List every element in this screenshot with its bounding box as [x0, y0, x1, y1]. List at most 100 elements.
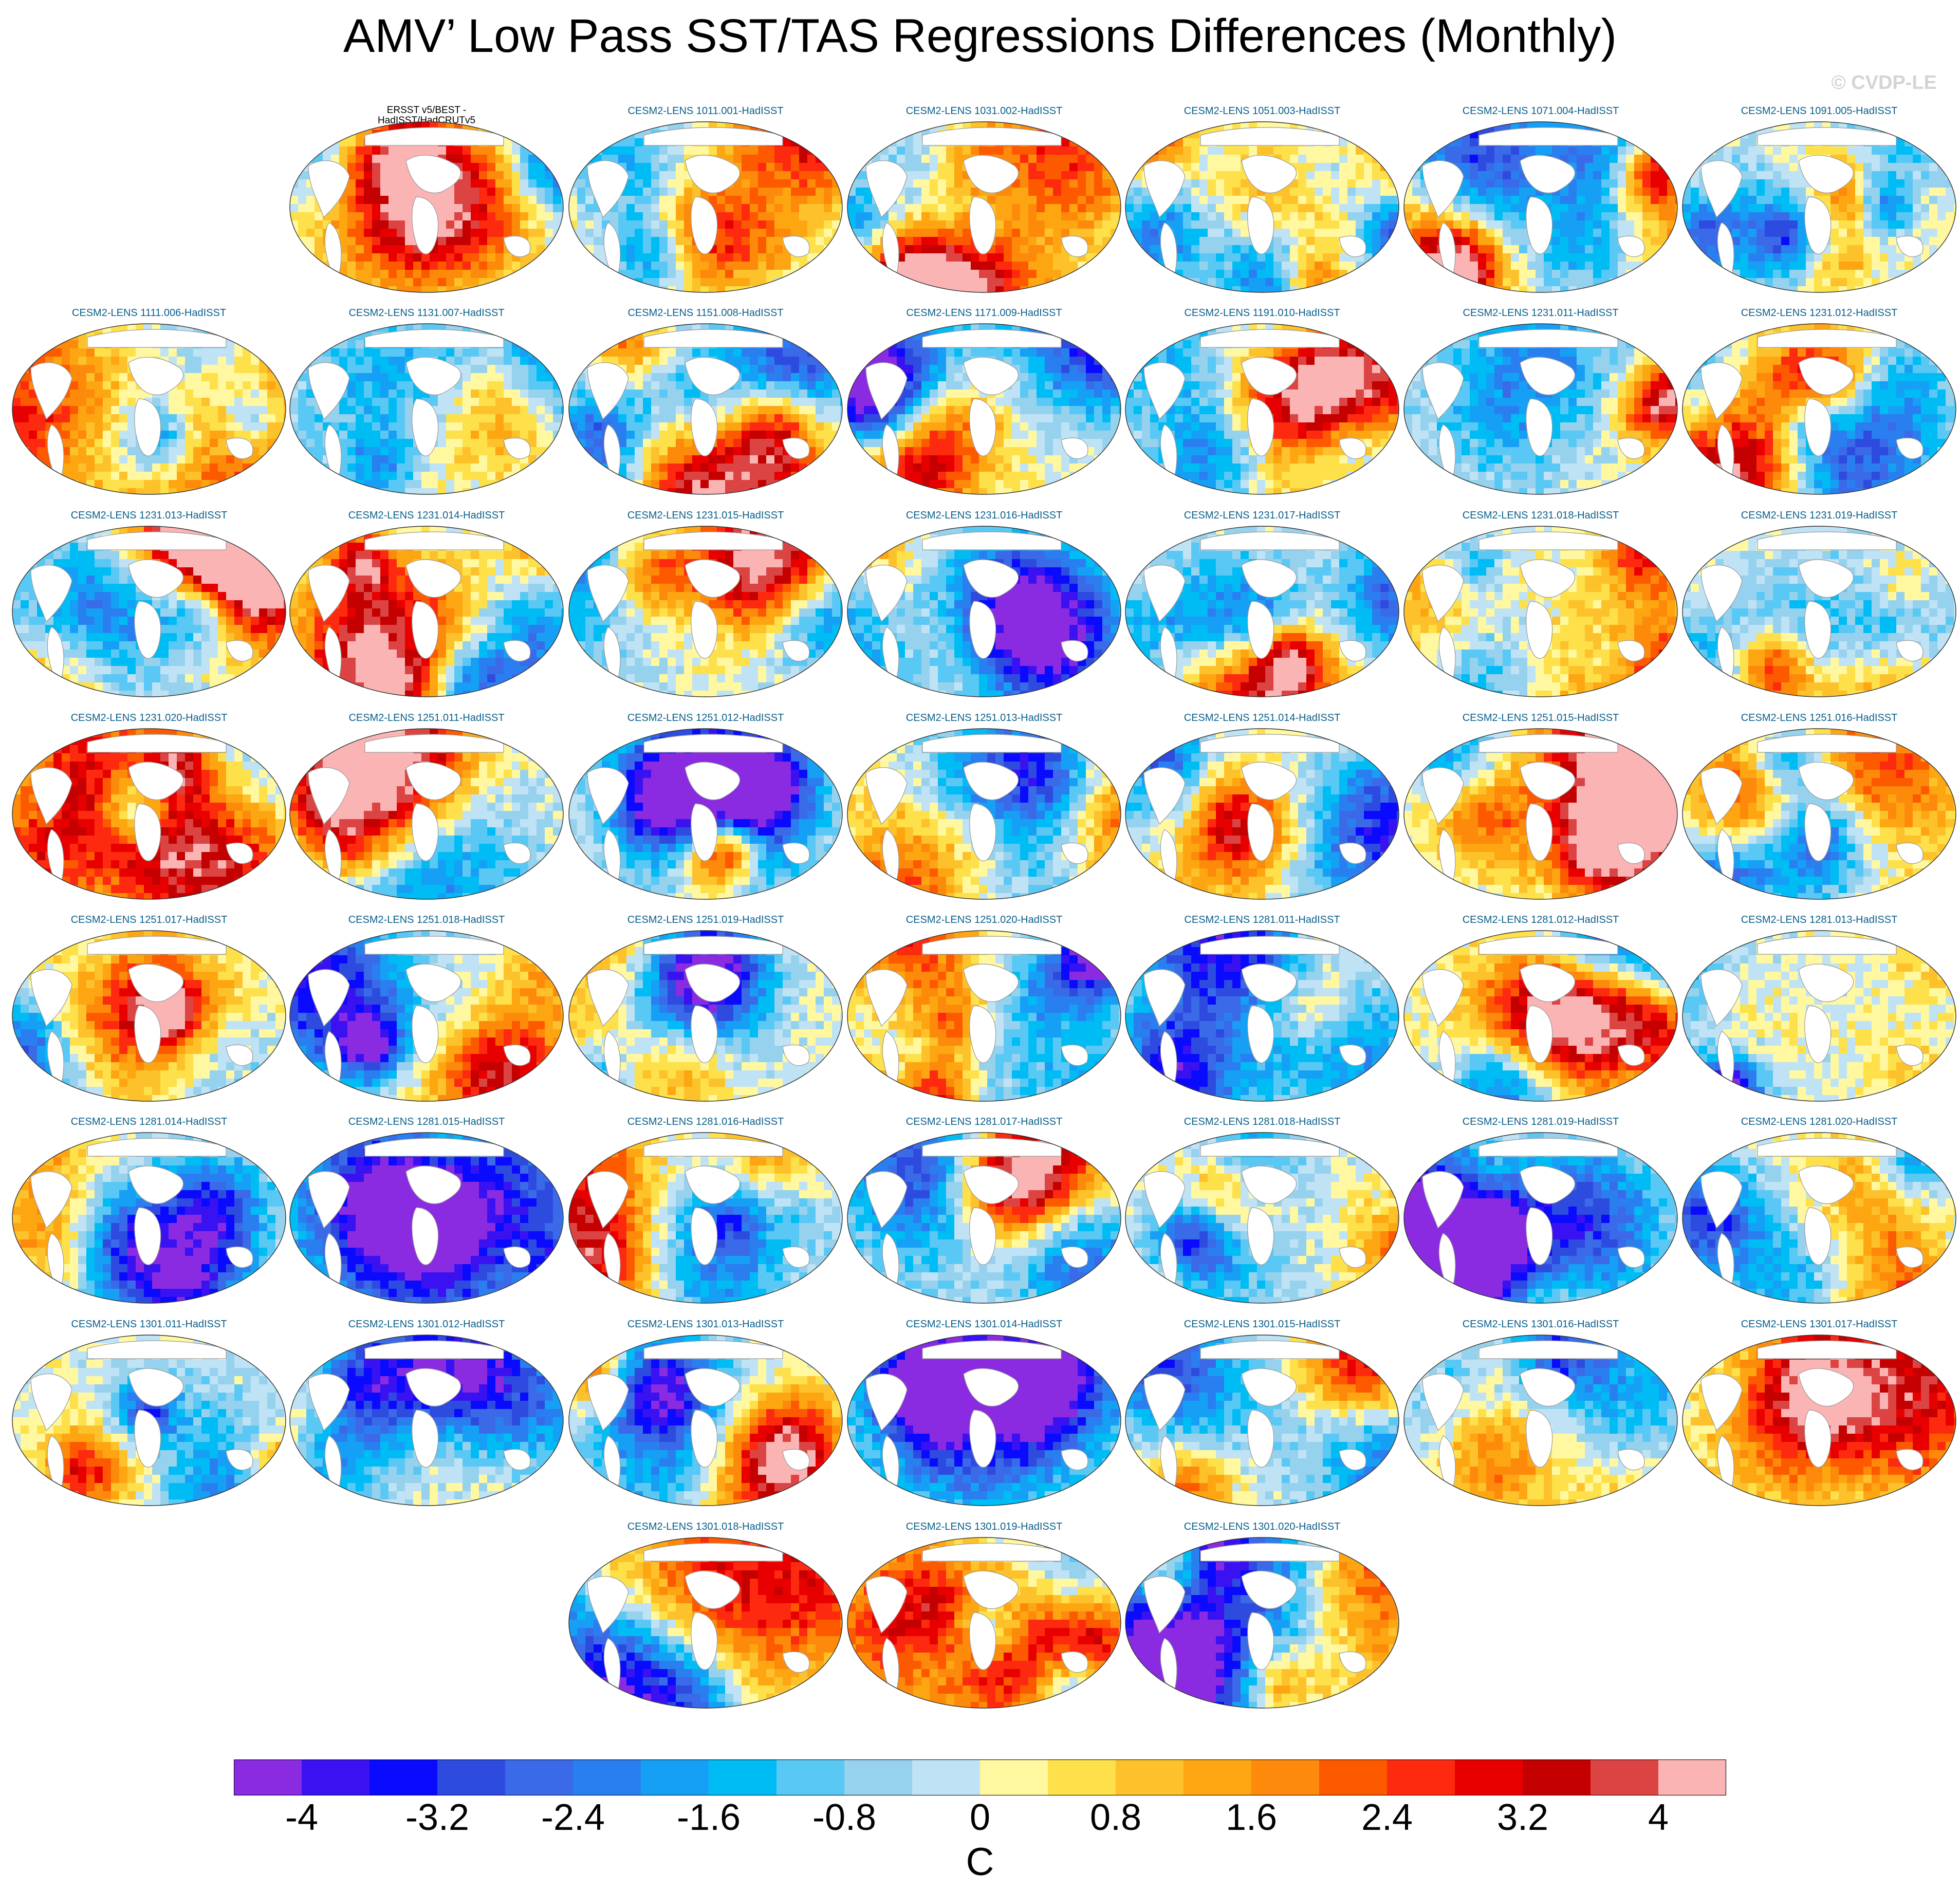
- map-border: [1125, 1132, 1399, 1304]
- map-field: [289, 1132, 564, 1304]
- panel-title: CESM2-LENS 1301.019-HadISST: [845, 1521, 1123, 1532]
- map-field: [847, 121, 1121, 293]
- map-panel: CESM2-LENS 1281.019-HadISST: [1402, 1116, 1679, 1311]
- map-border: [1682, 1132, 1956, 1304]
- colorbar: [234, 1759, 1726, 1795]
- map-panel: CESM2-LENS 1131.007-HadISST: [288, 307, 565, 503]
- colorbar-box: [437, 1759, 505, 1795]
- map-field: [1125, 930, 1399, 1102]
- map-panel: CESM2-LENS 1231.017-HadISST: [1123, 510, 1401, 705]
- continent-outlines: [30, 1340, 253, 1489]
- continent-outlines: [30, 936, 253, 1085]
- map-field: [289, 323, 564, 495]
- continent-outlines: [865, 1543, 1088, 1692]
- map-panel: CESM2-LENS 1231.018-HadISST: [1402, 510, 1679, 705]
- map-border: [289, 526, 564, 697]
- colorbar-box: [369, 1759, 437, 1795]
- map-field: [12, 1335, 286, 1506]
- continent-outlines: [1700, 936, 1924, 1085]
- map-border: [289, 930, 564, 1102]
- colorbar-box: [505, 1759, 573, 1795]
- map-panel: CESM2-LENS 1111.006-HadISST: [10, 307, 288, 503]
- continent-outlines: [1143, 1340, 1366, 1489]
- panel-title: CESM2-LENS 1281.011-HadISST: [1123, 914, 1401, 925]
- map-border: [1682, 526, 1956, 697]
- map-panel: CESM2-LENS 1281.016-HadISST: [567, 1116, 844, 1311]
- continent-outlines: [308, 734, 531, 883]
- continent-outlines: [587, 1543, 810, 1692]
- map-border: [289, 323, 564, 495]
- map-field: [847, 1132, 1121, 1304]
- map-field: [568, 323, 843, 495]
- panel-title: CESM2-LENS 1281.012-HadISST: [1402, 914, 1679, 925]
- map-border: [1682, 121, 1956, 293]
- map-field: [1682, 1335, 1956, 1506]
- map-panel: CESM2-LENS 1231.016-HadISST: [845, 510, 1123, 705]
- map-field: [1125, 323, 1399, 495]
- continent-outlines: [865, 329, 1088, 478]
- map-panel: CESM2-LENS 1281.015-HadISST: [288, 1116, 565, 1311]
- continent-outlines: [1700, 127, 1924, 276]
- colorbar-tick-labels: -4 -3.2 -2.4 -1.6 -0.8 0 0.8 1.6 2.4 3.2 4: [0, 1796, 1960, 1838]
- map-panel: CESM2-LENS 1031.002-HadISST: [845, 105, 1123, 301]
- panel-title: CESM2-LENS 1251.019-HadISST: [567, 914, 844, 925]
- panel-title: CESM2-LENS 1251.014-HadISST: [1123, 712, 1401, 724]
- map-field: [1403, 323, 1678, 495]
- watermark: © CVDP-LE: [1832, 72, 1937, 94]
- map-panel: CESM2-LENS 1281.014-HadISST: [10, 1116, 288, 1311]
- panel-title: CESM2-LENS 1301.015-HadISST: [1123, 1319, 1401, 1330]
- panel-title: CESM2-LENS 1231.014-HadISST: [288, 510, 565, 521]
- continent-outlines: [1422, 1340, 1645, 1489]
- panel-title: CESM2-LENS 1251.020-HadISST: [845, 914, 1123, 925]
- map-field: [847, 1537, 1121, 1709]
- map-panel: CESM2-LENS 1251.019-HadISST: [567, 914, 844, 1109]
- map-field: [568, 728, 843, 900]
- continent-outlines: [865, 1340, 1088, 1489]
- continent-outlines: [1143, 1543, 1366, 1692]
- panel-title: CESM2-LENS 1301.013-HadISST: [567, 1319, 844, 1330]
- map-border: [847, 121, 1121, 293]
- map-border: [1403, 930, 1678, 1102]
- map-field: [568, 1132, 843, 1304]
- map-field: [1125, 121, 1399, 293]
- map-field: [1125, 526, 1399, 697]
- continent-outlines: [1422, 936, 1645, 1085]
- colorbar-box: [1048, 1759, 1116, 1795]
- map-border: [12, 930, 286, 1102]
- map-panel: CESM2-LENS 1281.020-HadISST: [1680, 1116, 1958, 1311]
- map-field: [1682, 728, 1956, 900]
- map-panel: CESM2-LENS 1251.016-HadISST: [1680, 712, 1958, 907]
- map-field: [847, 323, 1121, 495]
- map-border: [1125, 526, 1399, 697]
- map-field: [12, 323, 286, 495]
- panel-title: CESM2-LENS 1231.013-HadISST: [10, 510, 288, 521]
- continent-outlines: [308, 1340, 531, 1489]
- map-border: [1403, 526, 1678, 697]
- map-panel: CESM2-LENS 1301.018-HadISST: [567, 1521, 844, 1716]
- map-border: [12, 526, 286, 697]
- figure-title: AMV’ Low Pass SST/TAS Regressions Differ…: [0, 9, 1960, 63]
- panel-title: CESM2-LENS 1231.019-HadISST: [1680, 510, 1958, 521]
- panel-title: CESM2-LENS 1011.001-HadISST: [567, 105, 844, 117]
- map-field: [1682, 1132, 1956, 1304]
- map-border: [568, 1537, 843, 1709]
- map-border: [1682, 930, 1956, 1102]
- colorbar-box: [1591, 1759, 1658, 1795]
- panel-title: CESM2-LENS 1231.015-HadISST: [567, 510, 844, 521]
- panel-title: CESM2-LENS 1231.016-HadISST: [845, 510, 1123, 521]
- panel-title: CESM2-LENS 1251.013-HadISST: [845, 712, 1123, 724]
- map-panel: CESM2-LENS 1281.018-HadISST: [1123, 1116, 1401, 1311]
- map-field: [568, 121, 843, 293]
- continent-outlines: [30, 734, 253, 883]
- panel-title: CESM2-LENS 1281.013-HadISST: [1680, 914, 1958, 925]
- map-field: [1403, 1132, 1678, 1304]
- continent-outlines: [587, 329, 810, 478]
- panel-title: CESM2-LENS 1231.020-HadISST: [10, 712, 288, 724]
- map-border: [1125, 1335, 1399, 1506]
- map-panel: CESM2-LENS 1301.014-HadISST: [845, 1319, 1123, 1514]
- continent-outlines: [587, 734, 810, 883]
- continent-outlines: [308, 1138, 531, 1287]
- map-border: [1125, 1537, 1399, 1709]
- map-panel: CESM2-LENS 1231.020-HadISST: [10, 712, 288, 907]
- map-field: [289, 1335, 564, 1506]
